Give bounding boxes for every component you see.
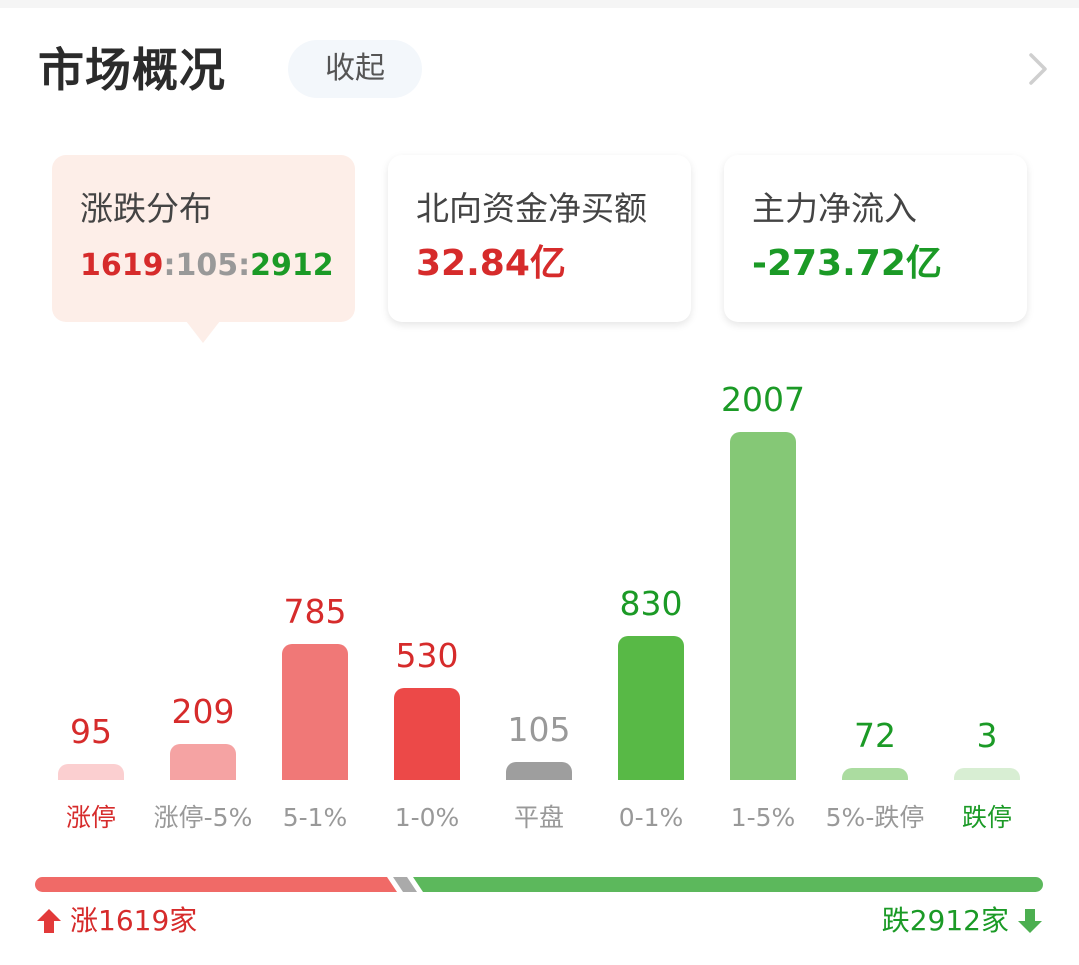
fall-segment [413,877,1036,892]
chevron-right-icon[interactable] [1022,52,1052,86]
page-title: 市场概况 [38,43,226,97]
bar-value-label: 830 [619,584,683,623]
bar [506,762,572,780]
main-net-inflow-value: -273.72亿 [752,243,942,284]
bar-group[interactable]: 530 1-0% [371,380,483,850]
flat-segment [393,877,418,892]
bar-group[interactable]: 2007 1-5% [707,380,819,850]
bar [730,432,796,780]
top-divider [0,0,1079,8]
bar [170,744,236,780]
bar-category-label: 涨停-5% [153,803,253,832]
bar-category-label: 5-1% [282,803,348,832]
card-main-net-inflow[interactable]: 主力净流入 -273.72亿 [724,155,1027,322]
active-card-pointer [186,321,220,343]
bar-category-label: 0-1% [618,803,684,832]
bar-group[interactable]: 72 5%-跌停 [819,380,931,850]
bar-value-label: 785 [283,592,347,631]
bar-group[interactable]: 95 涨停 [35,380,147,850]
card-northbound-net-buy[interactable]: 北向资金净买额 32.84亿 [388,155,691,322]
arrow-down-icon [1017,907,1043,935]
bar-value-label: 72 [854,716,896,755]
arrow-up-icon [36,907,62,935]
bar-value-label: 209 [171,692,235,731]
bar-category-label: 跌停 [961,803,1012,832]
card-title: 主力净流入 [752,189,917,228]
bar-category-label: 平盘 [513,803,564,832]
rise-summary: 涨1619家 [36,902,197,940]
fall-summary: 跌2912家 [882,902,1043,940]
bar-group[interactable]: 3 跌停 [931,380,1043,850]
bar-group[interactable]: 105 平盘 [483,380,595,850]
bar [58,764,124,780]
card-title: 北向资金净买额 [416,189,647,228]
bar-value-label: 3 [976,716,998,755]
bar-value-label: 105 [507,710,571,749]
northbound-net-buy-value: 32.84亿 [416,243,566,284]
card-rise-fall-distribution[interactable]: 涨跌分布 1619:105:2912 [52,155,355,322]
bar-group[interactable]: 785 5-1% [259,380,371,850]
bar-category-label: 涨停 [65,803,116,832]
fall-summary-label: 跌2912家 [881,904,1009,937]
card-title: 涨跌分布 [80,189,212,228]
rise-count: 1619 [80,248,164,283]
ratio-bar-graphic [35,877,1043,892]
bar-value-label: 95 [70,712,112,751]
separator: : [238,248,251,283]
bar-category-label: 1-5% [730,803,796,832]
bar [618,636,684,780]
bar-group[interactable]: 830 0-1% [595,380,707,850]
bar-value-label: 530 [395,636,459,675]
bar [954,768,1020,780]
bar-value-label: 2007 [721,380,805,419]
fall-count: 2912 [250,248,334,283]
bar-category-label: 1-0% [394,803,460,832]
bar-group[interactable]: 209 涨停-5% [147,380,259,850]
bar [282,644,348,780]
bar [394,688,460,780]
rise-fall-bar-chart: 95 涨停 209 涨停-5% 785 5-1% 530 1-0% 105 平盘 830 0-1% 20… [0,380,1079,850]
separator: : [163,248,176,283]
rise-fall-ratio-bar [35,877,1043,892]
bar [842,768,908,780]
bar-category-label: 5%-跌停 [825,803,925,832]
rise-summary-label: 涨1619家 [70,904,198,937]
flat-count: 105 [175,248,239,283]
collapse-button[interactable]: 收起 [288,40,422,98]
rise-flat-fall-ratio: 1619:105:2912 [80,241,355,291]
rise-segment [42,877,398,892]
